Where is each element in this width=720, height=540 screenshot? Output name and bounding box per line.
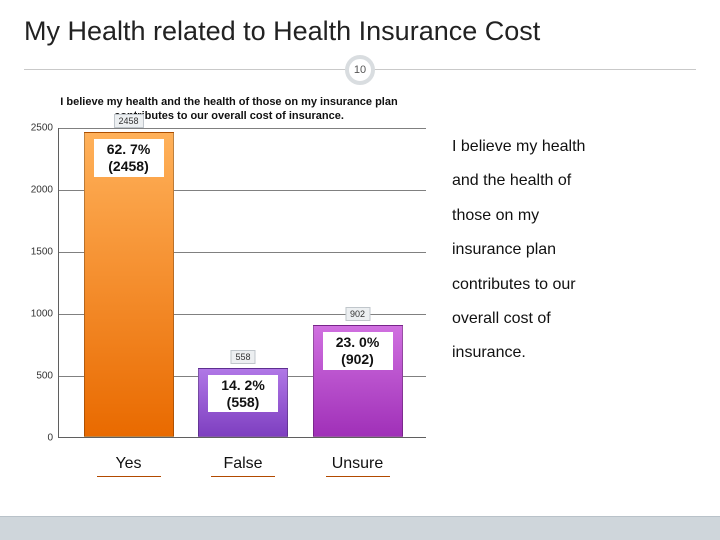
page-title: My Health related to Health Insurance Co…: [0, 0, 720, 51]
chart-bar: 2458: [84, 132, 174, 437]
chart-bar-overlay-label: 62. 7%(2458): [94, 139, 164, 177]
chart-ytick: 500: [36, 371, 53, 382]
side-text-line: overall cost of: [452, 302, 696, 336]
chart-ytick: 0: [47, 433, 53, 444]
chart-category-label: False: [211, 455, 275, 477]
chart-ytick: 2000: [31, 185, 53, 196]
side-text-line: and the health of: [452, 164, 696, 198]
chart-title: I believe my health and the health of th…: [24, 92, 434, 126]
chart-bar-fill: [84, 132, 174, 437]
slide-number-badge: 10: [345, 55, 375, 85]
chart-ytick: 2500: [31, 123, 53, 134]
chart-bar-value-bubble: 558: [230, 350, 255, 364]
chart-bar-value-bubble: 902: [345, 307, 370, 321]
chart-bar-overlay-label: 23. 0%(902): [323, 332, 393, 370]
side-text-line: I believe my health: [452, 130, 696, 164]
chart-bar-value-bubble: 2458: [113, 114, 143, 128]
chart-category-label: Unsure: [326, 455, 390, 477]
side-text-line: insurance plan: [452, 233, 696, 267]
chart-ytick: 1000: [31, 309, 53, 320]
side-text-line: those on my: [452, 199, 696, 233]
slide: My Health related to Health Insurance Co…: [0, 0, 720, 540]
side-text-line: insurance.: [452, 336, 696, 370]
chart-ytick: 1500: [31, 247, 53, 258]
chart-plot-area: 05001000150020002500245862. 7%(2458)Yes5…: [58, 128, 426, 438]
chart-bar-overlay-label: 14. 2%(558): [208, 375, 278, 413]
title-divider: 10: [24, 55, 696, 87]
bar-chart: I believe my health and the health of th…: [24, 92, 434, 484]
footer-band: [0, 516, 720, 540]
chart-category-label: Yes: [97, 455, 161, 477]
slide-number: 10: [354, 64, 366, 76]
side-paragraph: I believe my healthand the health ofthos…: [452, 130, 696, 371]
content-area: I believe my health and the health of th…: [24, 92, 696, 510]
side-text-line: contributes to our: [452, 268, 696, 302]
